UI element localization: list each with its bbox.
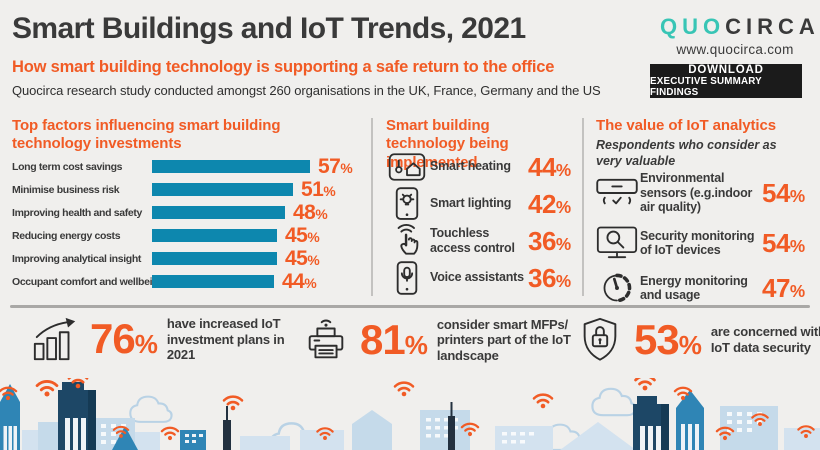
implemented-section-title: Smart building technology being implemen… [386,117,509,171]
bar-fill [152,206,285,219]
download-button-line1: DOWNLOAD [688,64,764,76]
implemented-list: Smart heating 44% Smart lighting 42% [384,148,580,296]
bar-label: Minimise business risk [12,183,120,196]
list-item: Touchless access control 36% [384,222,580,259]
item-label: Smart lighting [430,196,512,211]
touchless-access-icon [384,223,430,259]
item-label: Smart heating [430,159,511,174]
page-subtitle: How smart building technology is support… [12,58,555,76]
bar-value: 48% [293,201,328,224]
shield-lock-icon [572,316,628,364]
bar-value: 51% [301,178,336,201]
list-item: Energy monitoring and usage 47% [594,266,818,310]
list-item: Environmental sensors (e.g.indoor air qu… [594,166,818,220]
item-label: Security monitoring of IoT devices [640,228,755,257]
stat-iot-security: 53% are concerned with IoT data security [572,316,820,364]
bar-row: Long term cost savings 57% [12,155,367,178]
bar-fill [152,229,277,242]
item-value: 47% [762,273,805,303]
bar-row: Minimise business risk 51% [12,178,367,201]
growth-chart-icon [28,316,84,362]
bar-value: 57% [318,155,353,178]
bar-value: 44% [282,270,317,293]
item-value: 54% [762,228,805,258]
bar-row: Improving health and safety 48% [12,201,367,224]
bar-value: 45% [285,224,320,247]
stat-text: are concerned with IoT data security [710,324,820,355]
item-label: Environmental sensors (e.g.indoor air qu… [640,171,753,215]
analytics-section-title: The value of IoT analytics [596,117,776,134]
monitor-magnifier-icon [594,225,640,261]
item-value: 36% [528,225,571,256]
bar-label: Occupant comfort and wellbeing [12,275,165,288]
item-label: Touchless access control [430,226,515,255]
bar-label: Improving analytical insight [12,252,142,265]
bar-fill [152,275,274,288]
analytics-list: Environmental sensors (e.g.indoor air qu… [594,166,818,310]
stat-iot-investment: 76% have increased IoT investment plans … [28,316,295,363]
website-link[interactable]: www.quocirca.com [676,42,794,57]
bar-fill [152,252,277,265]
smart-lighting-icon [384,186,430,222]
bar-label: Long term cost savings [12,160,123,173]
quocirca-logo: QUOCIRCA [660,14,815,40]
page-title: Smart Buildings and IoT Trends, 2021 [12,12,526,45]
bar-value: 45% [285,247,320,270]
bar-row: Improving analytical insight 45% [12,247,367,270]
list-item: Smart heating 44% [384,148,580,185]
smart-heating-icon [384,150,430,184]
column-divider [371,118,373,296]
analytics-section-subtitle: Respondents who consider as very valuabl… [596,138,777,168]
bar-label: Improving health and safety [12,206,142,219]
download-button-line2: EXECUTIVE SUMMARY FINDINGS [650,76,762,98]
bar-row: Occupant comfort and wellbeing 44% [12,270,367,293]
item-value: 42% [528,188,571,219]
logo-part-quo: QUO [660,14,726,39]
stat-smart-mfps: 81% consider smart MFPs/ printers part o… [298,316,589,364]
stat-value: 76% [90,315,158,363]
bar-fill [152,160,310,173]
stat-value: 81% [360,316,428,363]
stat-value: 53% [634,316,702,363]
list-item: Voice assistants 36% [384,259,580,296]
wireless-printer-icon [298,316,354,364]
voice-assistant-icon [384,260,430,296]
column-divider [582,118,584,296]
study-description: Quocirca research study conducted amongs… [12,83,601,98]
list-item: Smart lighting 42% [384,185,580,222]
bar-fill [152,183,293,196]
item-value: 44% [528,151,571,182]
energy-gauge-icon [594,271,640,305]
stat-text: consider smart MFPs/ printers part of th… [436,316,571,363]
factors-section-title: Top factors influencing smart building t… [12,117,281,153]
item-value: 36% [528,262,571,293]
city-skyline-illustration [0,378,820,450]
item-label: Voice assistants [430,270,524,285]
bar-label: Reducing energy costs [12,229,121,242]
air-conditioner-icon [594,177,640,209]
logo-part-circa: CIRCA [725,14,820,39]
download-button[interactable]: DOWNLOAD EXECUTIVE SUMMARY FINDINGS [650,64,802,98]
bar-row: Reducing energy costs 45% [12,224,367,247]
item-label: Energy monitoring and usage [640,273,748,302]
item-value: 54% [762,178,805,208]
factors-bar-chart: Long term cost savings 57% Minimise busi… [12,155,367,293]
stat-text: have increased IoT investment plans in 2… [166,316,285,363]
list-item: Security monitoring of IoT devices 54% [594,220,818,266]
horizontal-divider [10,305,810,308]
